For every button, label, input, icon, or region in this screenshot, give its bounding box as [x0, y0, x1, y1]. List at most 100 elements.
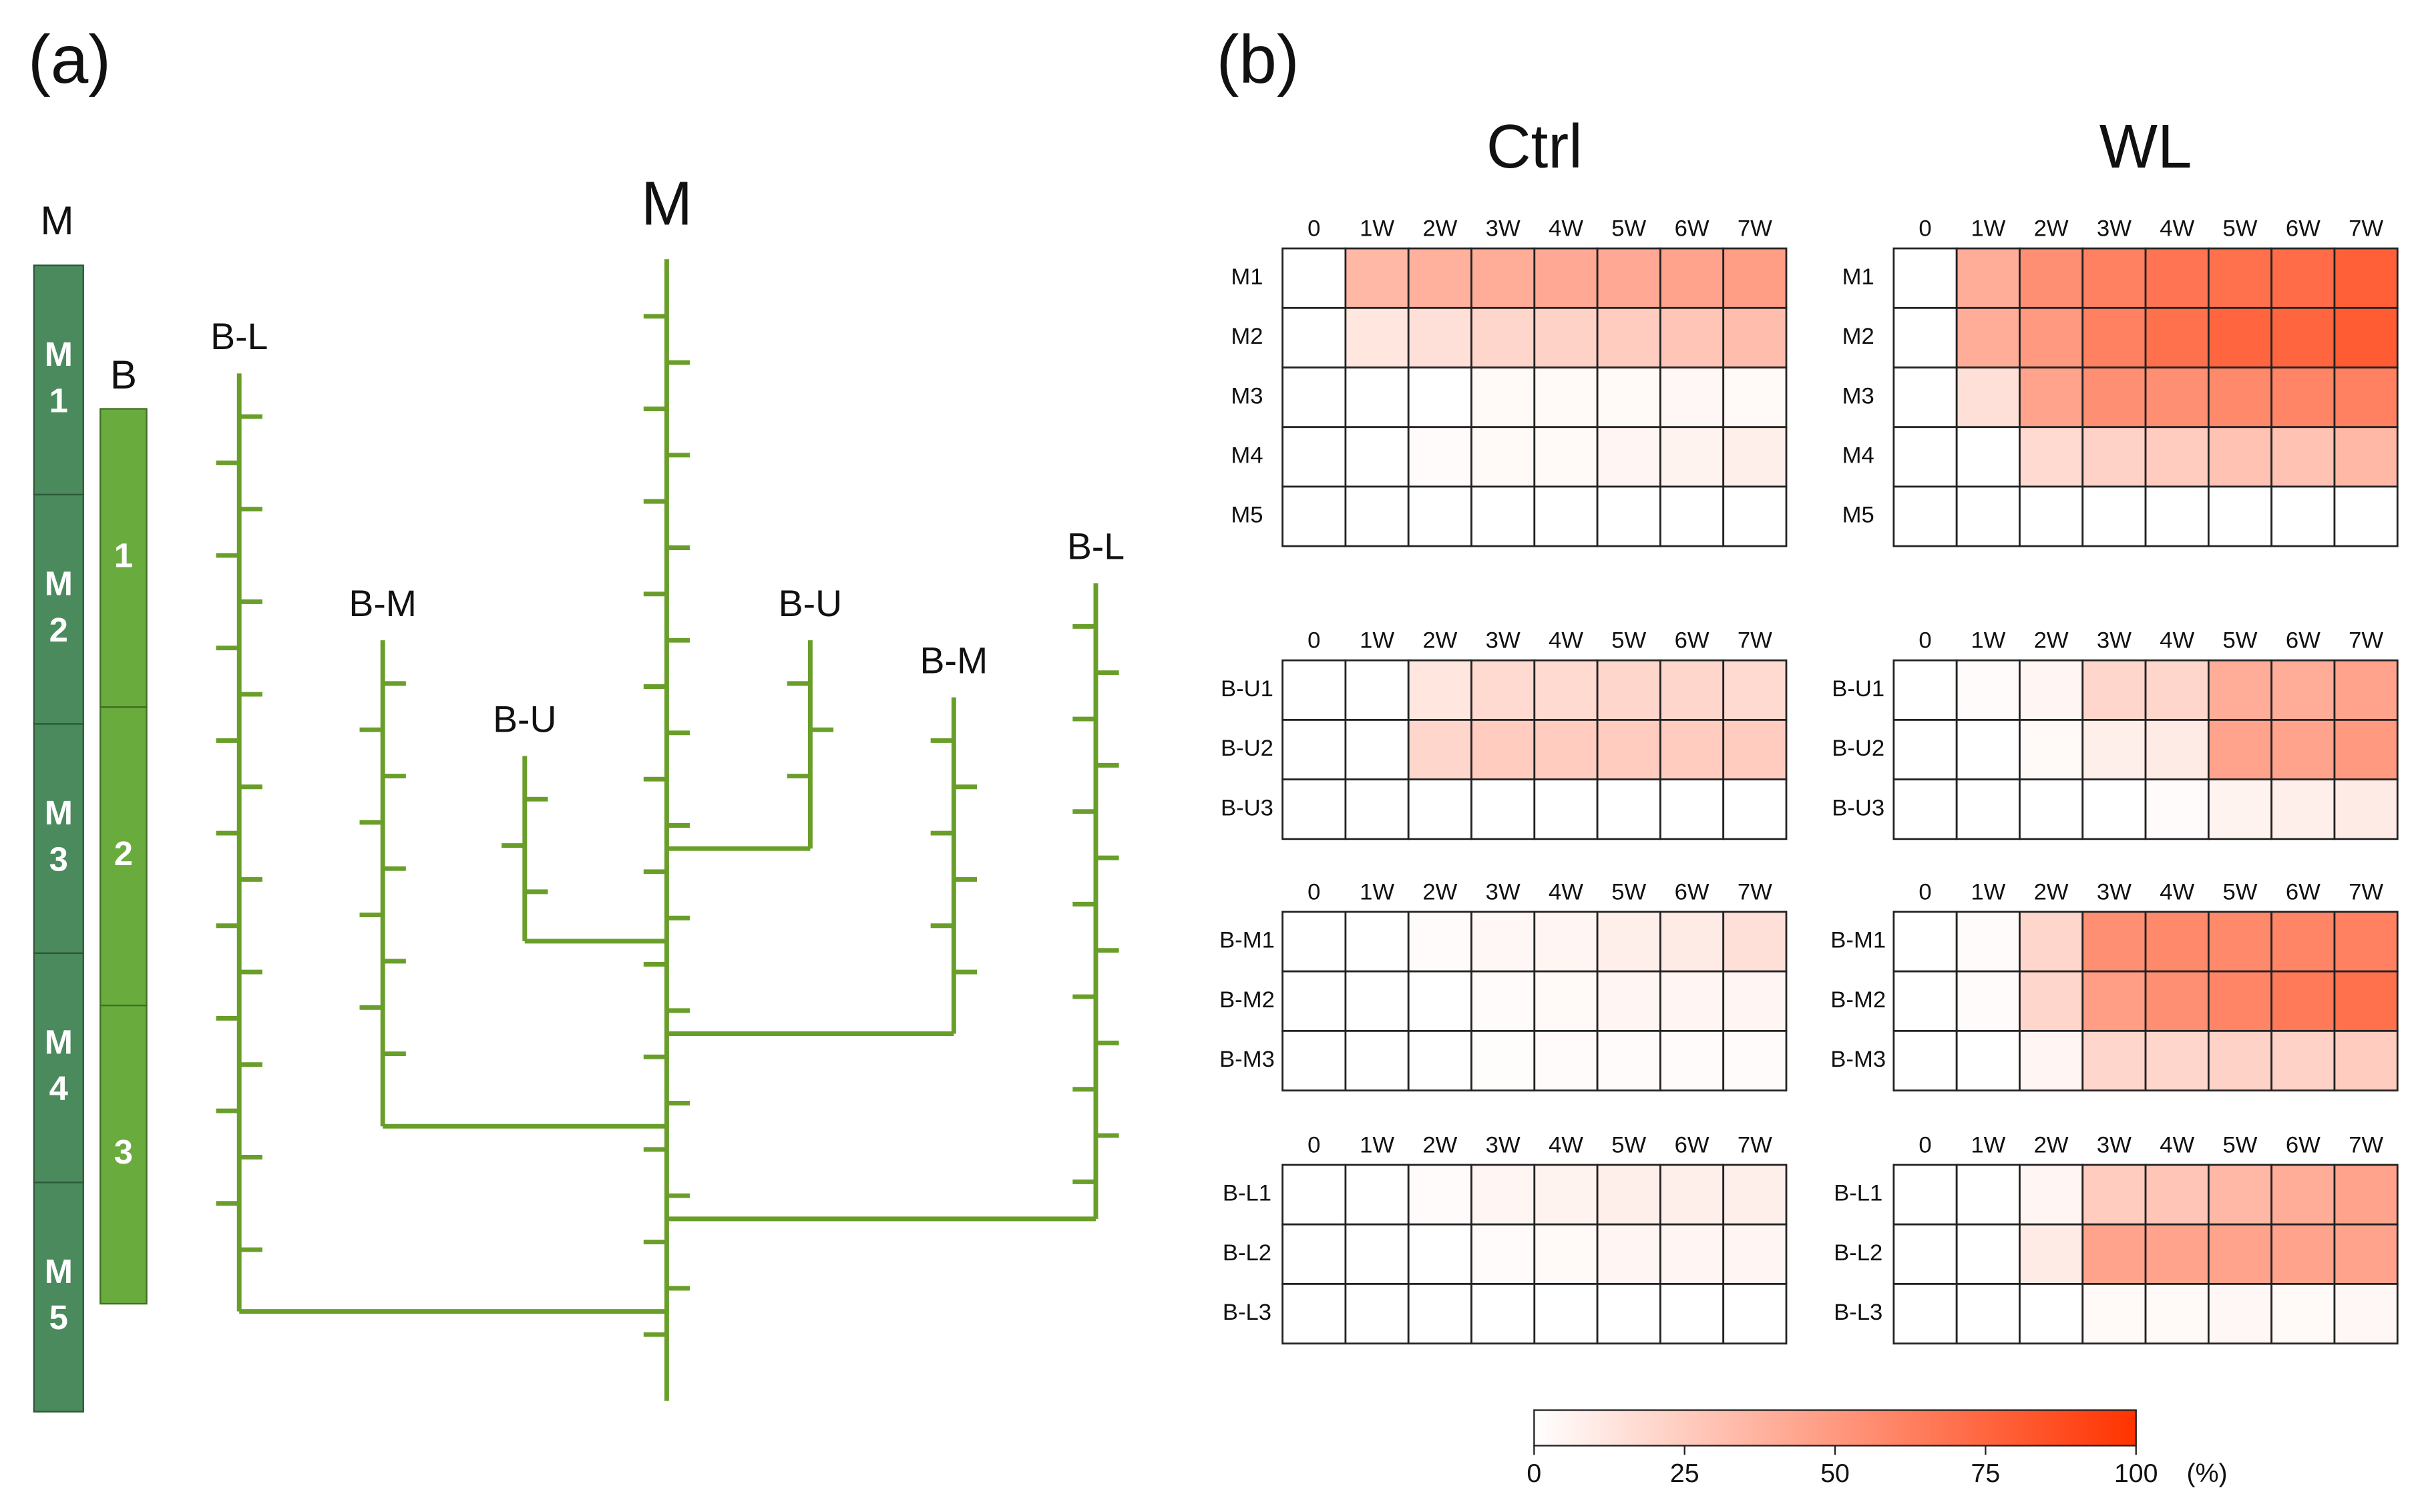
- heatmap-cell: [2333, 485, 2399, 547]
- heatmap-cell: [2081, 778, 2147, 840]
- heatmap-cell: [1659, 659, 1725, 721]
- heatmap-cell: [2207, 911, 2273, 973]
- x-tick-label: 1W: [1360, 628, 1394, 654]
- heatmap-cell: [1722, 1164, 1788, 1226]
- heatmap-cell: [2019, 659, 2084, 721]
- heatmap-cell: [1470, 659, 1536, 721]
- x-tick-label: 7W: [2349, 216, 2383, 242]
- heatmap-cell: [1344, 247, 1410, 309]
- heatmap-cell: [1344, 426, 1410, 488]
- heatmap-cell: [2207, 485, 2273, 547]
- panel-label: (a): [28, 21, 111, 97]
- x-tick-label: 0: [1919, 879, 1931, 905]
- branch-label: B-L: [1067, 525, 1125, 567]
- segment-label: M: [45, 564, 73, 602]
- y-tick-label: M1: [1842, 264, 1874, 290]
- y-tick-label: B-M2: [1219, 987, 1275, 1013]
- heatmap-cell: [2333, 426, 2399, 488]
- heatmap-cell: [2081, 719, 2147, 781]
- y-tick-label: M5: [1231, 503, 1263, 528]
- x-tick-label: 0: [1919, 628, 1931, 654]
- heatmap-cell: [1533, 426, 1599, 488]
- heatmap-cell: [1892, 1029, 1958, 1091]
- x-tick-label: 7W: [1738, 1132, 1772, 1158]
- heatmap-cell: [2019, 485, 2084, 547]
- x-tick-label: 5W: [2223, 216, 2258, 242]
- heatmap-cell: [2333, 1223, 2399, 1285]
- heatmap-cell: [2144, 778, 2210, 840]
- heatmap-cell: [1892, 719, 1958, 781]
- heatmap-cell: [1344, 1223, 1410, 1285]
- heatmap-cell: [2081, 1223, 2147, 1285]
- heatmap-cell: [2333, 659, 2399, 721]
- heatmap-cell: [1596, 1029, 1661, 1091]
- heatmap-cell: [2019, 719, 2084, 781]
- heatmap-cell: [2019, 306, 2084, 368]
- heatmap-cell: [2081, 911, 2147, 973]
- segment-label: 3: [114, 1133, 133, 1171]
- y-tick-label: B-U2: [1832, 736, 1884, 761]
- heatmap-title: Ctrl: [1486, 111, 1583, 181]
- heatmap-cell: [1955, 911, 2021, 973]
- colorbar-tick-label: 0: [1527, 1459, 1541, 1488]
- heatmap-cell: [1596, 426, 1661, 488]
- x-tick-label: 6W: [2286, 628, 2321, 654]
- heatmap-cell: [1659, 485, 1725, 547]
- segment-label: M: [45, 1023, 73, 1061]
- x-tick-label: 4W: [2160, 216, 2194, 242]
- y-tick-label: B-L2: [1834, 1240, 1882, 1266]
- heatmap-cell: [1407, 1283, 1472, 1345]
- heatmap-cell: [1344, 719, 1410, 781]
- heatmap-cell: [2144, 247, 2210, 309]
- heatmap-cell: [1533, 778, 1599, 840]
- heatmap-cell: [1470, 1164, 1536, 1226]
- x-tick-label: 4W: [2160, 628, 2194, 654]
- y-tick-label: M2: [1842, 324, 1874, 349]
- branch-label: B-U: [493, 698, 557, 740]
- heatmap-cell: [1344, 659, 1410, 721]
- heatmap-cell: [2144, 911, 2210, 973]
- heatmap-cell: [2081, 426, 2147, 488]
- heatmap-cell: [1596, 659, 1661, 721]
- y-tick-label: B-L1: [1223, 1181, 1271, 1206]
- x-tick-label: 7W: [2349, 1132, 2383, 1158]
- heatmap-cell: [2207, 426, 2273, 488]
- segment-label: M: [45, 335, 73, 373]
- heatmap-cell: [2081, 306, 2147, 368]
- bar-label: B: [110, 352, 137, 397]
- x-tick-label: 0: [1307, 879, 1320, 905]
- heatmap-title: WL: [2099, 111, 2192, 181]
- heatmap-cell: [2144, 970, 2210, 1032]
- heatmap-cell: [2333, 778, 2399, 840]
- x-tick-label: 4W: [1549, 1132, 1583, 1158]
- branch-label: B-L: [210, 316, 268, 357]
- heatmap-cell: [1955, 1164, 2021, 1226]
- heatmap-cell: [1344, 1164, 1410, 1226]
- heatmap-cell: [1281, 306, 1347, 368]
- y-tick-label: M5: [1842, 503, 1874, 528]
- heatmap-cell: [1407, 1164, 1472, 1226]
- y-tick-label: M3: [1231, 383, 1263, 409]
- heatmap-cell: [2207, 1164, 2273, 1226]
- y-tick-label: B-M3: [1219, 1047, 1275, 1072]
- heatmap-cell: [1892, 366, 1958, 429]
- heatmap-cell: [1533, 1283, 1599, 1345]
- heatmap-cell: [1659, 1223, 1725, 1285]
- heatmap-cell: [2019, 1029, 2084, 1091]
- heatmap-cell: [2333, 366, 2399, 429]
- heatmap-cell: [1407, 778, 1472, 840]
- heatmap-cell: [2207, 659, 2273, 721]
- heatmap-cell: [2270, 911, 2336, 973]
- heatmap-cell: [1659, 719, 1725, 781]
- heatmap-cell: [1344, 778, 1410, 840]
- heatmap-cell: [1470, 778, 1536, 840]
- heatmap-cell: [2270, 719, 2336, 781]
- segment-label: 1: [114, 536, 133, 574]
- heatmap-cell: [1533, 306, 1599, 368]
- heatmap-cell: [1892, 426, 1958, 488]
- segment: [33, 493, 84, 725]
- x-tick-label: 3W: [1486, 628, 1521, 654]
- heatmap-cell: [2081, 485, 2147, 547]
- heatmap-cell: [1470, 911, 1536, 973]
- heatmap-cell: [1722, 247, 1788, 309]
